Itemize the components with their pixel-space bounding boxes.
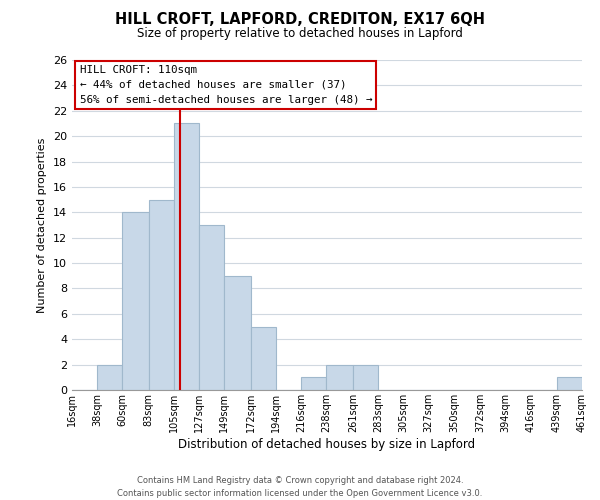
- Bar: [353, 364, 378, 390]
- Bar: [224, 276, 251, 390]
- Text: Contains HM Land Registry data © Crown copyright and database right 2024.
Contai: Contains HM Land Registry data © Crown c…: [118, 476, 482, 498]
- X-axis label: Distribution of detached houses by size in Lapford: Distribution of detached houses by size …: [178, 438, 476, 450]
- Y-axis label: Number of detached properties: Number of detached properties: [37, 138, 47, 312]
- Bar: [251, 326, 276, 390]
- Text: Size of property relative to detached houses in Lapford: Size of property relative to detached ho…: [137, 28, 463, 40]
- Text: HILL CROFT: 110sqm
← 44% of detached houses are smaller (37)
56% of semi-detache: HILL CROFT: 110sqm ← 44% of detached hou…: [80, 65, 372, 104]
- Bar: [97, 364, 122, 390]
- Text: HILL CROFT, LAPFORD, CREDITON, EX17 6QH: HILL CROFT, LAPFORD, CREDITON, EX17 6QH: [115, 12, 485, 28]
- Bar: [301, 378, 326, 390]
- Bar: [199, 225, 224, 390]
- Bar: [122, 212, 149, 390]
- Bar: [557, 378, 582, 390]
- Bar: [174, 124, 199, 390]
- Bar: [326, 364, 353, 390]
- Bar: [149, 200, 174, 390]
